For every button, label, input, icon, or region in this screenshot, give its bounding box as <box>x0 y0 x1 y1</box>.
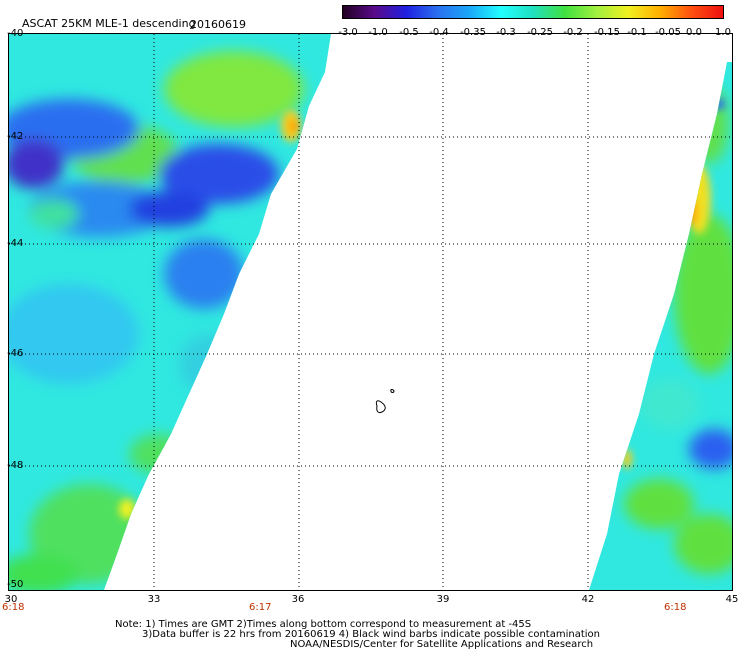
grid-lines <box>9 34 732 590</box>
colorbar-label: -0.2 <box>563 27 583 38</box>
time-label: 6:17 <box>249 602 272 613</box>
colorbar-label: 0.0 <box>686 27 702 38</box>
colorbar-labels: -3.0 -1.0 -0.5 -0.4 -0.35 -0.3 -0.25 -0.… <box>338 27 731 39</box>
right-swath <box>589 62 732 590</box>
x-tick-label: 45 <box>725 594 739 605</box>
y-tick-label: -48 <box>7 460 24 471</box>
note-line-2: 3)Data buffer is 22 hrs from 20160619 4)… <box>142 629 600 640</box>
colorbar-label: -0.35 <box>460 27 486 38</box>
x-tick-label: 33 <box>147 594 161 605</box>
x-tick-label: 30 <box>4 594 18 605</box>
time-label: 6:18 <box>664 602 687 613</box>
map-date: 20160619 <box>190 18 246 31</box>
y-tick-label: -42 <box>7 131 24 142</box>
y-tick-label: -44 <box>7 238 24 249</box>
colorbar-label: -0.3 <box>496 27 516 38</box>
note-line-3: NOAA/NESDIS/Center for Satellite Applica… <box>290 639 594 650</box>
colorbar-label: -3.0 <box>338 27 358 38</box>
colorbar-label: -0.1 <box>627 27 647 38</box>
left-swath <box>9 34 331 590</box>
colorbar-gradient <box>343 6 723 18</box>
note-line-1: Note: 1) Times are GMT 2)Times along bot… <box>115 619 532 630</box>
colorbar-label: -0.15 <box>594 27 620 38</box>
colorbar-label: -0.4 <box>429 27 449 38</box>
colorbar-label: -1.0 <box>368 27 388 38</box>
colorbar-label: 1.0 <box>715 27 731 38</box>
x-tick-label: 42 <box>581 594 595 605</box>
y-tick-label: -50 <box>7 579 24 590</box>
map-title: ASCAT 25KM MLE-1 descending <box>22 17 196 30</box>
time-label: 6:18 <box>2 602 25 613</box>
colorbar-label: -0.5 <box>399 27 419 38</box>
y-tick-label: -46 <box>7 348 24 359</box>
colorbar-label: -0.05 <box>655 27 681 38</box>
y-tick-label: -40 <box>7 28 24 39</box>
island-outline <box>375 389 395 414</box>
colorbar-label: -0.25 <box>527 27 553 38</box>
x-tick-label: 39 <box>436 594 450 605</box>
map-canvas <box>9 34 732 590</box>
colorbar <box>342 5 724 19</box>
x-tick-label: 36 <box>291 594 305 605</box>
map-plot <box>8 33 733 591</box>
